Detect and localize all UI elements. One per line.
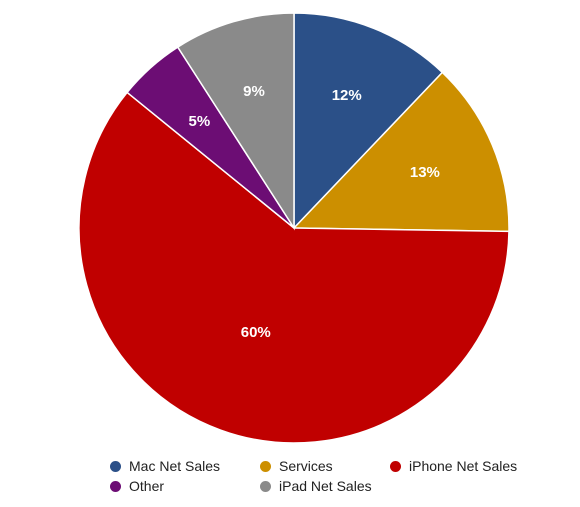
slice-label-ipad-net-sales: 9% [243,83,265,100]
pie-slice-services [292,71,510,233]
slice-label-mac-net-sales: 12% [332,87,362,104]
legend-label: iPad Net Sales [279,478,372,494]
legend-swatch [110,480,121,492]
legend-item-services: Services [260,457,390,475]
pie-slice-ipad-net-sales [176,12,295,231]
legend: Mac Net Sales Services iPhone Net Sales Oth… [110,457,550,495]
legend-swatch [390,460,401,472]
legend-item-iphone-net-sales: iPhone Net Sales [390,457,550,475]
legend-label: Other [129,478,165,494]
legend-swatch [260,460,271,472]
legend-label: Mac Net Sales [129,458,221,474]
slice-label-iphone-net-sales: 60% [241,324,271,341]
legend-swatch [110,460,121,472]
pie-slice-iphone-net-sales [78,91,510,444]
legend-swatch [260,480,271,492]
slice-label-other: 5% [189,113,211,130]
slice-label-services: 13% [410,164,440,181]
legend-label: Services [279,458,333,474]
pie-slice-mac-net-sales [293,12,444,230]
legend-item-ipad-net-sales: iPad Net Sales [260,477,390,495]
legend-label: iPhone Net Sales [409,458,518,474]
legend-item-other: Other [110,477,260,495]
legend-item-mac-net-sales: Mac Net Sales [110,457,260,475]
